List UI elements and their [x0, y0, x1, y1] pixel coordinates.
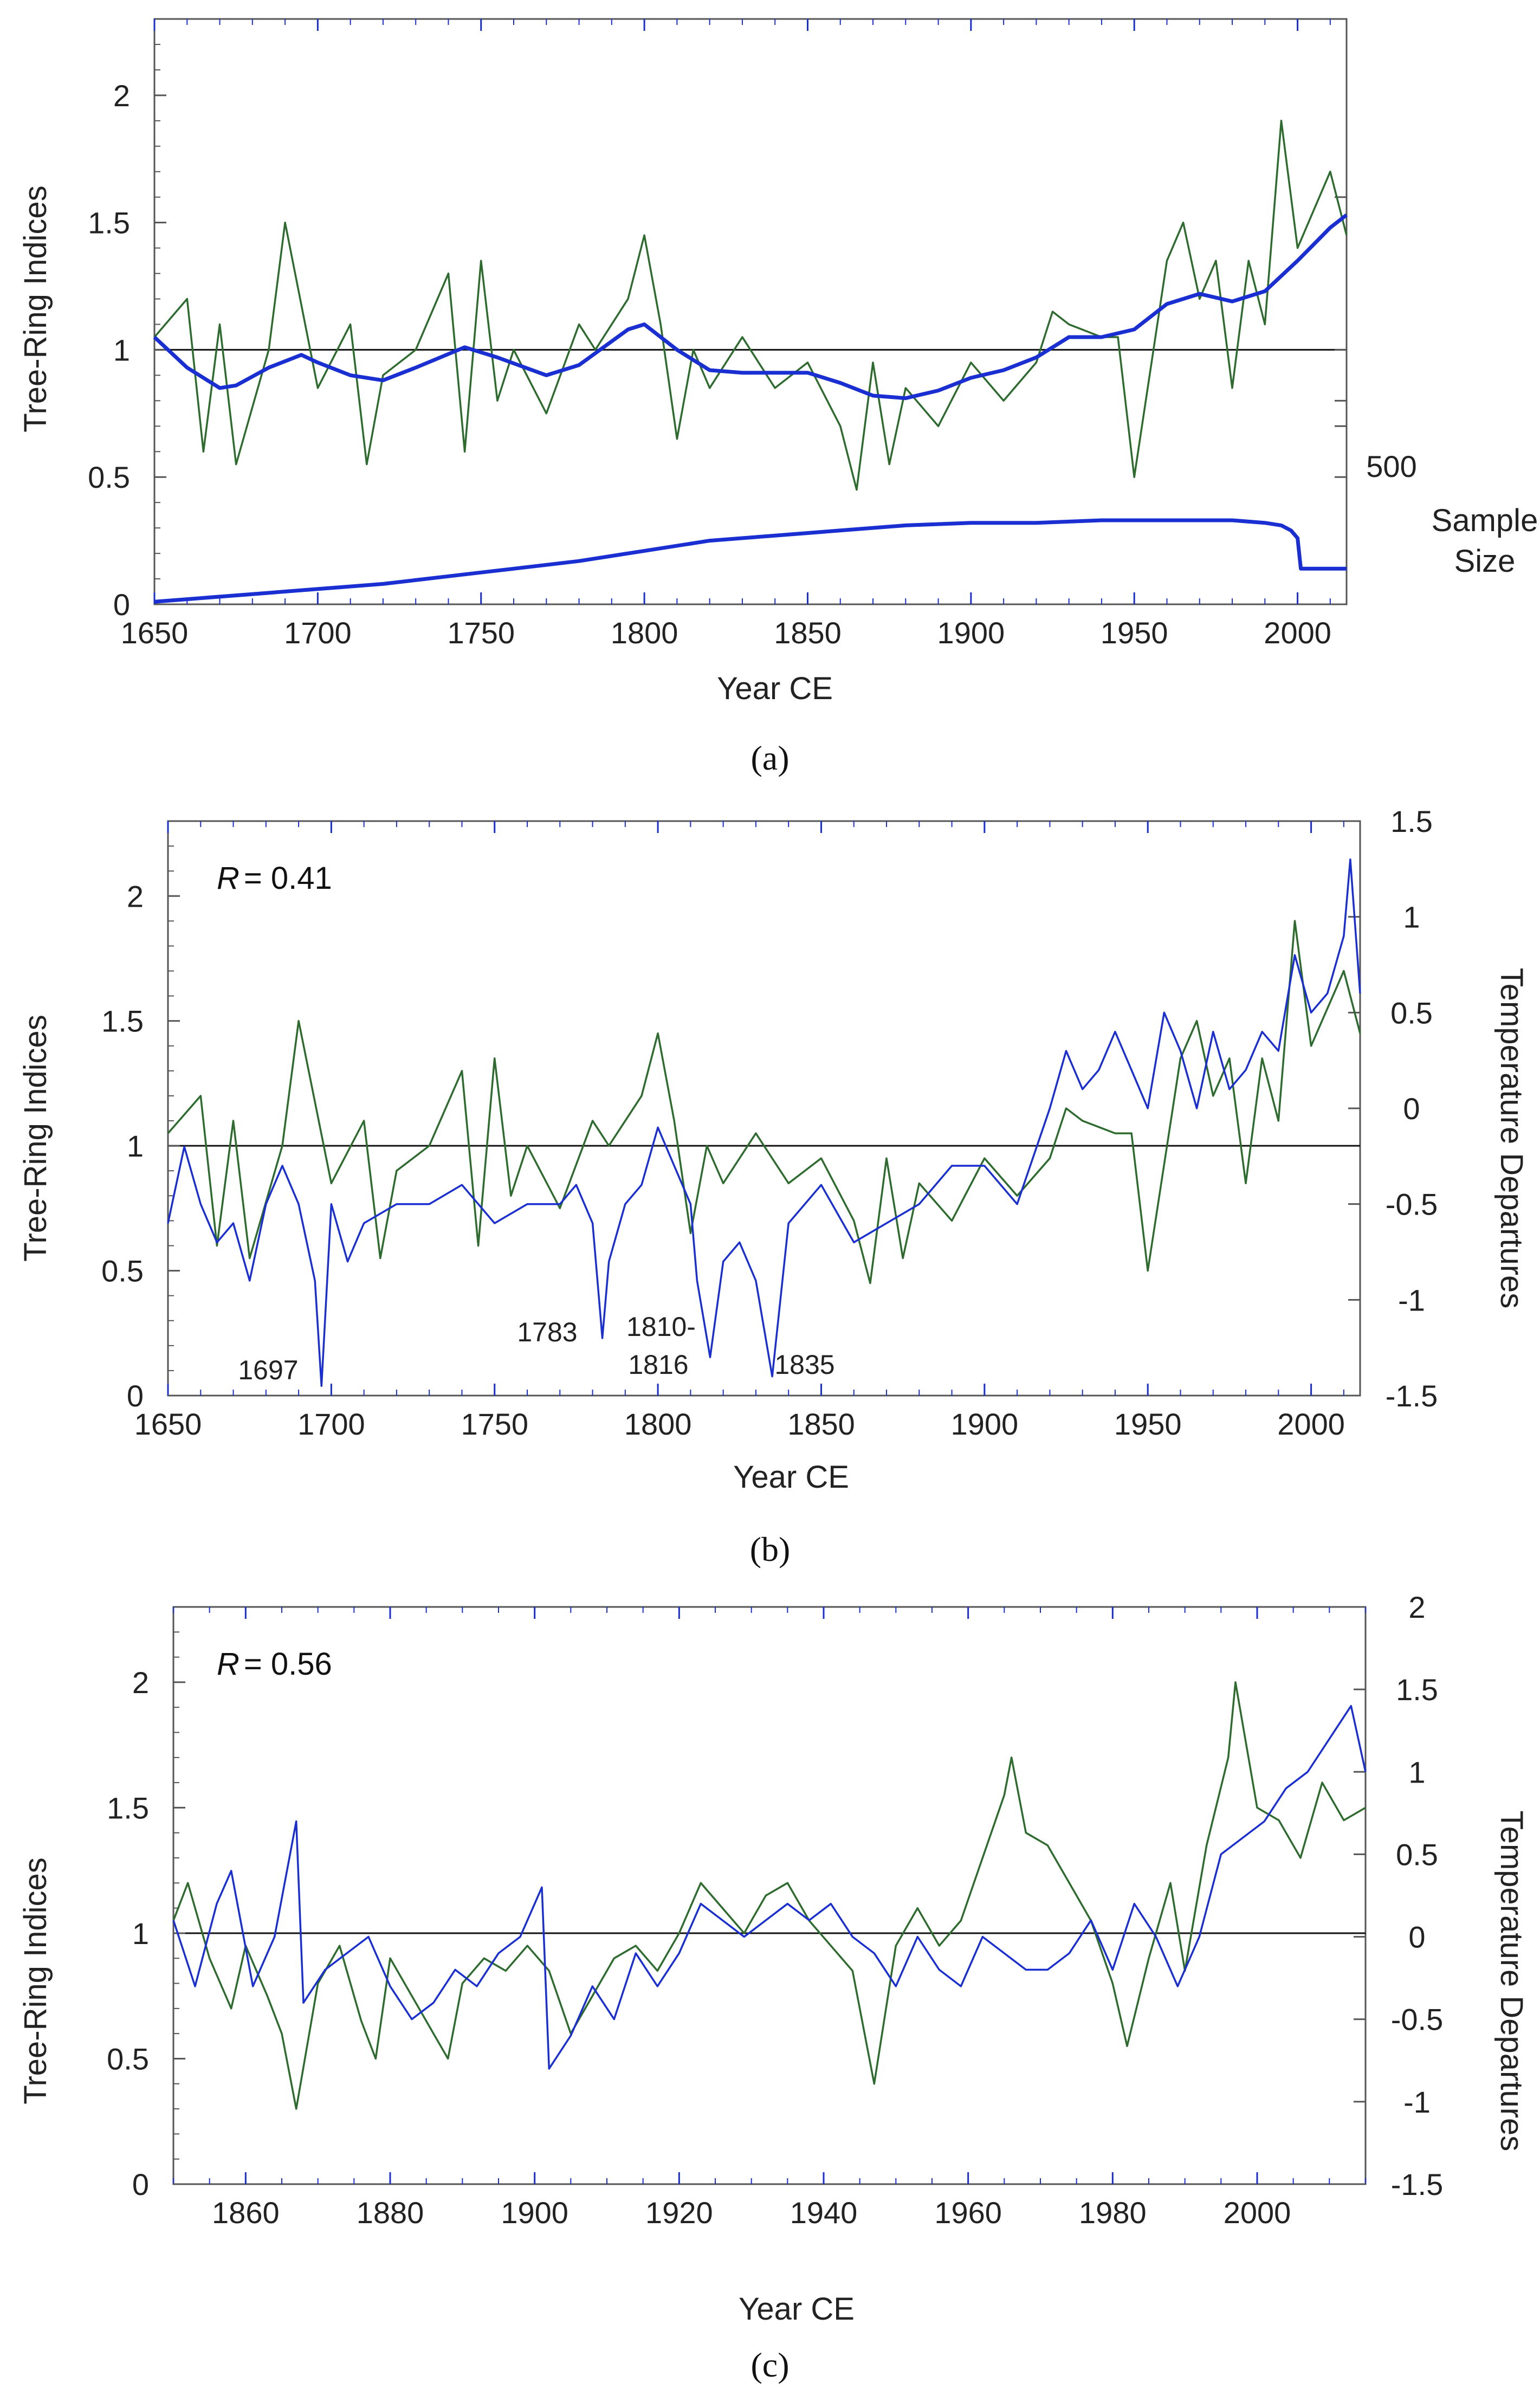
panel-c-x-axis-title: Year CE — [739, 2291, 855, 2327]
x-tick-label-1920: 1920 — [645, 2196, 713, 2230]
right-tick-label-0: 0 — [1408, 1920, 1425, 1954]
right-tick-label--1.5: -1.5 — [1391, 2167, 1444, 2201]
x-tick-label-1900: 1900 — [951, 1407, 1019, 1441]
panel-b-r-number: = 0.41 — [244, 861, 332, 896]
y-tick-label-1: 1 — [127, 1129, 144, 1163]
x-tick-label-1800: 1800 — [611, 616, 678, 650]
x-tick-label-1650: 1650 — [121, 616, 189, 650]
right-tick-label-0.5: 0.5 — [1390, 996, 1433, 1030]
y-tick-label-0: 0 — [113, 587, 130, 622]
x-tick-label-2000: 2000 — [1264, 616, 1331, 650]
right-tick-label-1.5: 1.5 — [1390, 804, 1433, 838]
panel-c-plot-frame — [172, 1606, 1367, 2185]
right-tick-label--0.5: -0.5 — [1391, 2003, 1444, 2037]
x-tick-label-1880: 1880 — [357, 2196, 424, 2230]
panel-b-r-value: R = 0.41 — [217, 861, 332, 896]
x-tick-label-2000: 2000 — [1277, 1407, 1345, 1441]
y-tick-label-0: 0 — [132, 2167, 149, 2201]
right-tick-label--1: -1 — [1398, 1283, 1425, 1317]
panel-b-right-axis-title: Temperature Departures — [1494, 968, 1529, 1309]
panel-b-caption: (b) — [750, 1530, 791, 1568]
x-tick-label-2000: 2000 — [1224, 2196, 1291, 2230]
series-line-tree-ring-index — [167, 920, 1361, 1284]
panel-a: Tree-Ring Indices Year CE (a) 500 Sample… — [18, 18, 1538, 777]
right-tick-label-1.5: 1.5 — [1396, 1673, 1438, 1707]
x-tick-label-1900: 1900 — [501, 2196, 568, 2230]
panel-c: Tree-Ring Indices Temperature Departures… — [18, 1590, 1529, 2384]
x-tick-label-1700: 1700 — [284, 616, 352, 650]
y-tick-label-2: 2 — [132, 1665, 149, 1700]
panel-a-plot-frame — [153, 18, 1348, 605]
y-tick-label-0: 0 — [127, 1379, 144, 1413]
series-line-smoothed — [153, 213, 1348, 401]
right-tick-label-2: 2 — [1408, 1590, 1425, 1624]
annotation-1816: 1816 — [628, 1350, 688, 1380]
panel-c-right-axis-title: Temperature Departures — [1494, 1811, 1529, 2152]
x-tick-label-1700: 1700 — [297, 1407, 365, 1441]
y-tick-label-0.5: 0.5 — [88, 460, 130, 494]
y-tick-label-2: 2 — [127, 879, 144, 913]
panel-b: Tree-Ring Indices Temperature Departures… — [18, 804, 1529, 1568]
panel-a-sample-size-line2: Size — [1454, 544, 1516, 579]
y-tick-label-1.5: 1.5 — [107, 1791, 149, 1825]
x-tick-label-1960: 1960 — [934, 2196, 1002, 2230]
x-tick-label-1800: 1800 — [624, 1407, 692, 1441]
right-tick-label--1: -1 — [1403, 2085, 1431, 2119]
y-tick-label-0.5: 0.5 — [101, 1254, 144, 1288]
x-tick-label-1850: 1850 — [787, 1407, 855, 1441]
x-tick-label-1650: 1650 — [134, 1407, 202, 1441]
annotation-1697: 1697 — [238, 1355, 298, 1385]
panel-a-x-axis-title: Year CE — [717, 671, 833, 706]
y-tick-label-1: 1 — [132, 1916, 149, 1951]
x-tick-label-1940: 1940 — [790, 2196, 858, 2230]
series-line-sample-size — [154, 518, 1347, 604]
panel-a-y-axis-title: Tree-Ring Indices — [18, 185, 53, 432]
x-tick-label-1950: 1950 — [1101, 616, 1168, 650]
annotation-1835: 1835 — [774, 1350, 834, 1380]
x-tick-label-1860: 1860 — [212, 2196, 280, 2230]
y-tick-label-1.5: 1.5 — [88, 206, 130, 240]
panel-b-y-axis-title: Tree-Ring Indices — [18, 1015, 53, 1262]
right-tick-label-1: 1 — [1403, 900, 1420, 934]
panel-a-sample-size-line1: Sample — [1432, 503, 1538, 538]
y-tick-label-1: 1 — [113, 333, 130, 367]
series-line-temperature-departures — [172, 1704, 1367, 2070]
panel-b-x-axis-title: Year CE — [733, 1460, 849, 1495]
panel-b-r-symbol: R — [217, 861, 240, 896]
series-line-tree-ring-index — [153, 120, 1348, 491]
panel-a-caption: (a) — [750, 739, 789, 777]
annotation-1783: 1783 — [517, 1317, 577, 1347]
y-tick-label-1.5: 1.5 — [101, 1004, 144, 1038]
x-tick-label-1750: 1750 — [447, 616, 515, 650]
right-tick-label-0.5: 0.5 — [1396, 1837, 1438, 1871]
panel-c-y-axis-title: Tree-Ring Indices — [18, 1857, 53, 2104]
panel-c-caption: (c) — [750, 2346, 789, 2384]
y-tick-label-2: 2 — [113, 79, 130, 113]
panel-c-r-symbol: R — [217, 1647, 240, 1682]
x-tick-label-1750: 1750 — [461, 1407, 528, 1441]
x-tick-label-1900: 1900 — [937, 616, 1005, 650]
x-tick-label-1850: 1850 — [774, 616, 842, 650]
panel-c-r-value: R = 0.56 — [217, 1647, 332, 1682]
x-tick-label-1980: 1980 — [1079, 2196, 1147, 2230]
right-tick-label--1.5: -1.5 — [1386, 1379, 1438, 1413]
panel-a-right-tick-500: 500 — [1366, 449, 1416, 483]
series-line-tree-ring-index — [172, 1681, 1366, 2110]
x-tick-label-1950: 1950 — [1114, 1407, 1182, 1441]
right-tick-label-1: 1 — [1408, 1755, 1425, 1789]
panel-c-r-number: = 0.56 — [244, 1647, 332, 1682]
right-tick-label--0.5: -0.5 — [1386, 1187, 1438, 1222]
series-line-temperature-departures — [167, 858, 1361, 1387]
annotation-1810: 1810- — [626, 1312, 696, 1342]
y-tick-label-0.5: 0.5 — [107, 2042, 149, 2076]
right-tick-label-0: 0 — [1403, 1092, 1420, 1126]
